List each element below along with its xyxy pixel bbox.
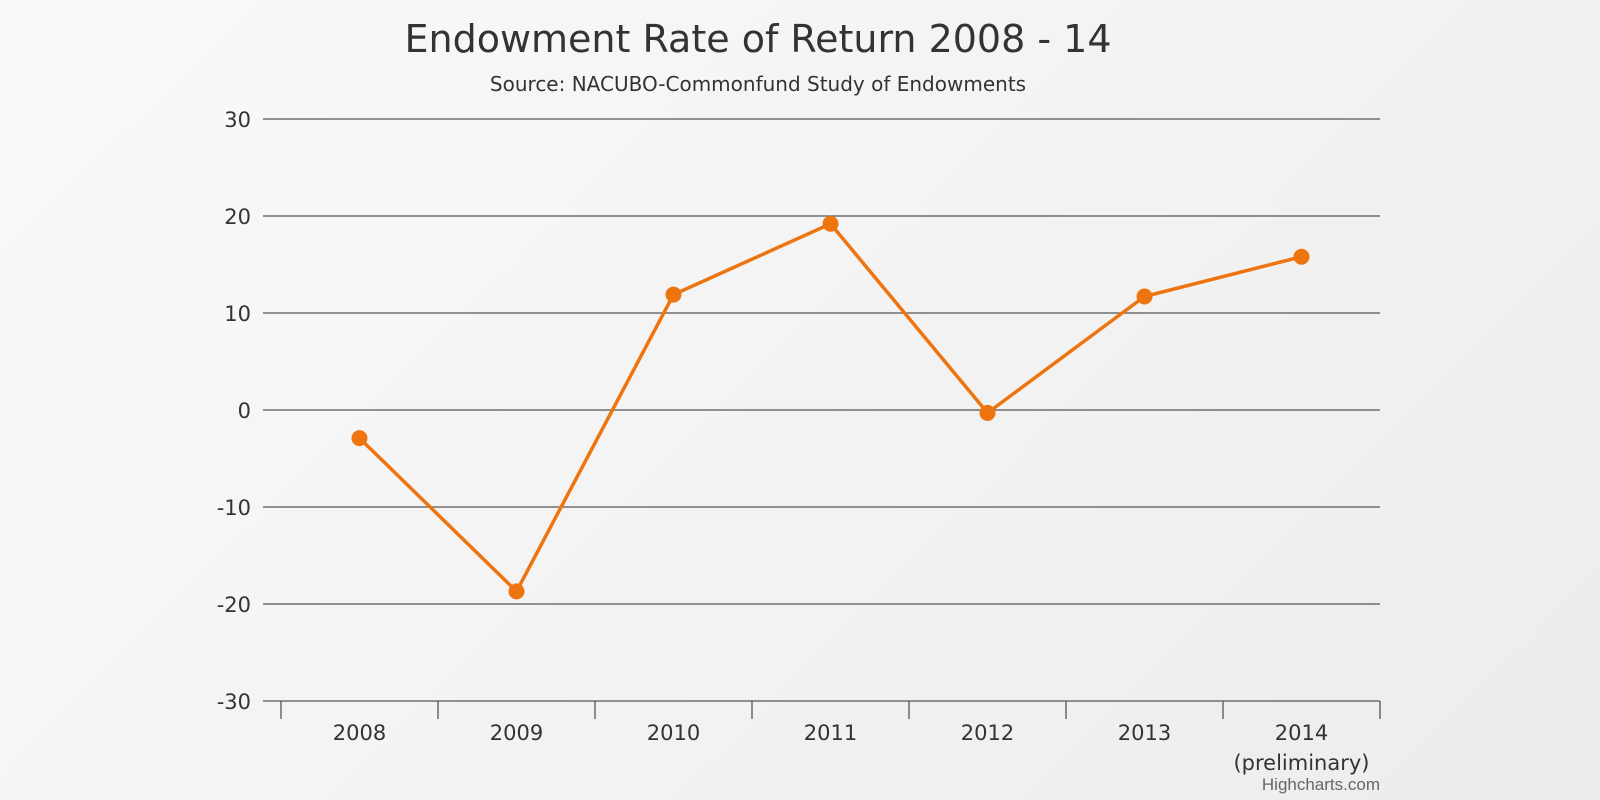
data-point (665, 286, 682, 303)
y-tick-label: 20 (224, 205, 251, 229)
data-point (979, 404, 996, 421)
x-axis: 2008 2009 2010 2011 2012 2013 2014 (preliminary… (263, 700, 1381, 775)
data-point (822, 215, 839, 232)
y-tick-label: -10 (217, 496, 251, 520)
chart-title: Endowment Rate of Return 2008 - 14 (404, 17, 1111, 61)
credits-link[interactable]: Highcharts.com (1262, 775, 1380, 794)
y-tick-label: 0 (238, 399, 251, 423)
chart-subtitle: Source: NACUBO-Commonfund Study of Endow… (490, 72, 1026, 96)
x-tick-label: 2008 (333, 721, 386, 745)
y-tick-label: 30 (224, 108, 251, 132)
x-tick-label: 2012 (961, 721, 1014, 745)
data-point (351, 430, 368, 447)
data-point (508, 583, 525, 600)
x-tick-label: (preliminary) (1233, 751, 1369, 775)
x-tick-label: 2013 (1118, 721, 1171, 745)
series-line (358, 222, 1302, 594)
x-tick-label: 2011 (804, 721, 857, 745)
gridlines (263, 118, 1380, 605)
x-tick-label: 2009 (490, 721, 543, 745)
series (351, 215, 1310, 600)
x-tick-label: 2010 (647, 721, 700, 745)
x-tick-label: 2014 (1275, 721, 1328, 745)
data-point (1293, 248, 1310, 265)
y-tick-label: -30 (217, 690, 251, 714)
y-tick-label: 10 (224, 302, 251, 326)
y-tick-label: -20 (217, 593, 251, 617)
data-point (1136, 288, 1153, 305)
y-axis: 30 20 10 0 -10 -20 -30 (217, 108, 251, 714)
